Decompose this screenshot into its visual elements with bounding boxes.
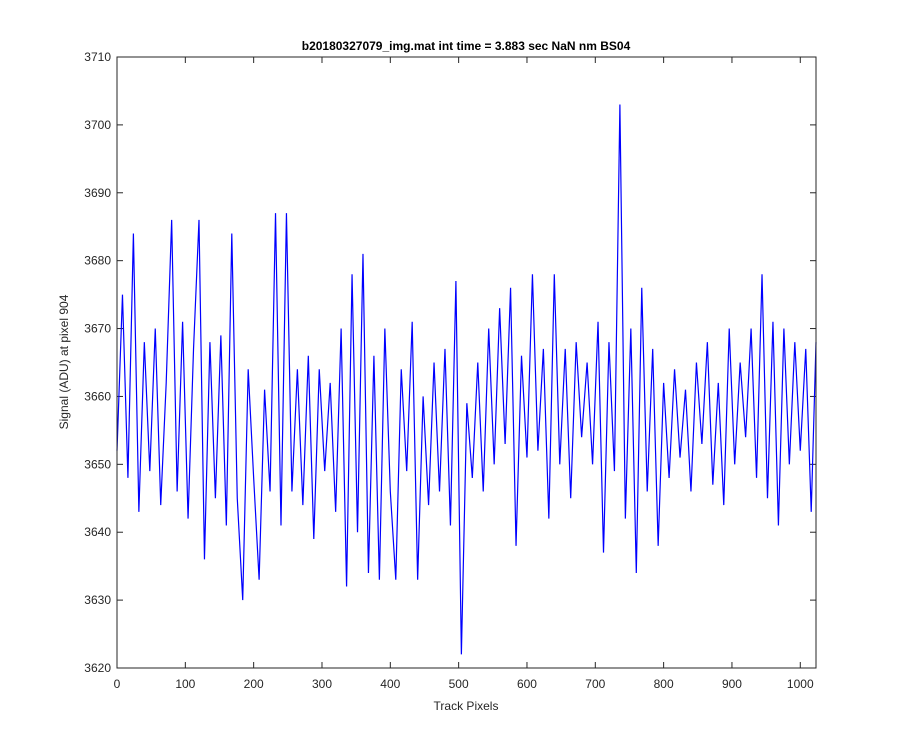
x-tick-label: 800	[654, 677, 674, 691]
y-tick-label: 3640	[84, 525, 111, 539]
y-tick-label: 3690	[84, 186, 111, 200]
x-tick-label: 100	[175, 677, 195, 691]
chart-title: b20180327079_img.mat int time = 3.883 se…	[302, 39, 631, 53]
y-tick-label: 3670	[84, 322, 111, 336]
x-axis-label: Track Pixels	[434, 699, 499, 713]
x-tick-label: 500	[449, 677, 469, 691]
y-tick-label: 3700	[84, 118, 111, 132]
x-tick-label: 400	[380, 677, 400, 691]
y-axis-label: Signal (ADU) at pixel 904	[57, 294, 71, 429]
x-tick-label: 0	[114, 677, 121, 691]
x-tick-label: 900	[722, 677, 742, 691]
x-tick-label: 200	[244, 677, 264, 691]
y-tick-label: 3680	[84, 254, 111, 268]
x-tick-label: 1000	[787, 677, 814, 691]
y-tick-label: 3650	[84, 457, 111, 471]
axes-box	[116, 56, 817, 669]
x-tick-label: 600	[517, 677, 537, 691]
x-tick-label: 700	[585, 677, 605, 691]
y-tick-label: 3620	[84, 661, 111, 675]
y-tick-label: 3710	[84, 50, 111, 64]
x-tick-label: 300	[312, 677, 332, 691]
data-line	[116, 104, 817, 655]
y-tick-label: 3630	[84, 593, 111, 607]
y-tick-label: 3660	[84, 389, 111, 403]
